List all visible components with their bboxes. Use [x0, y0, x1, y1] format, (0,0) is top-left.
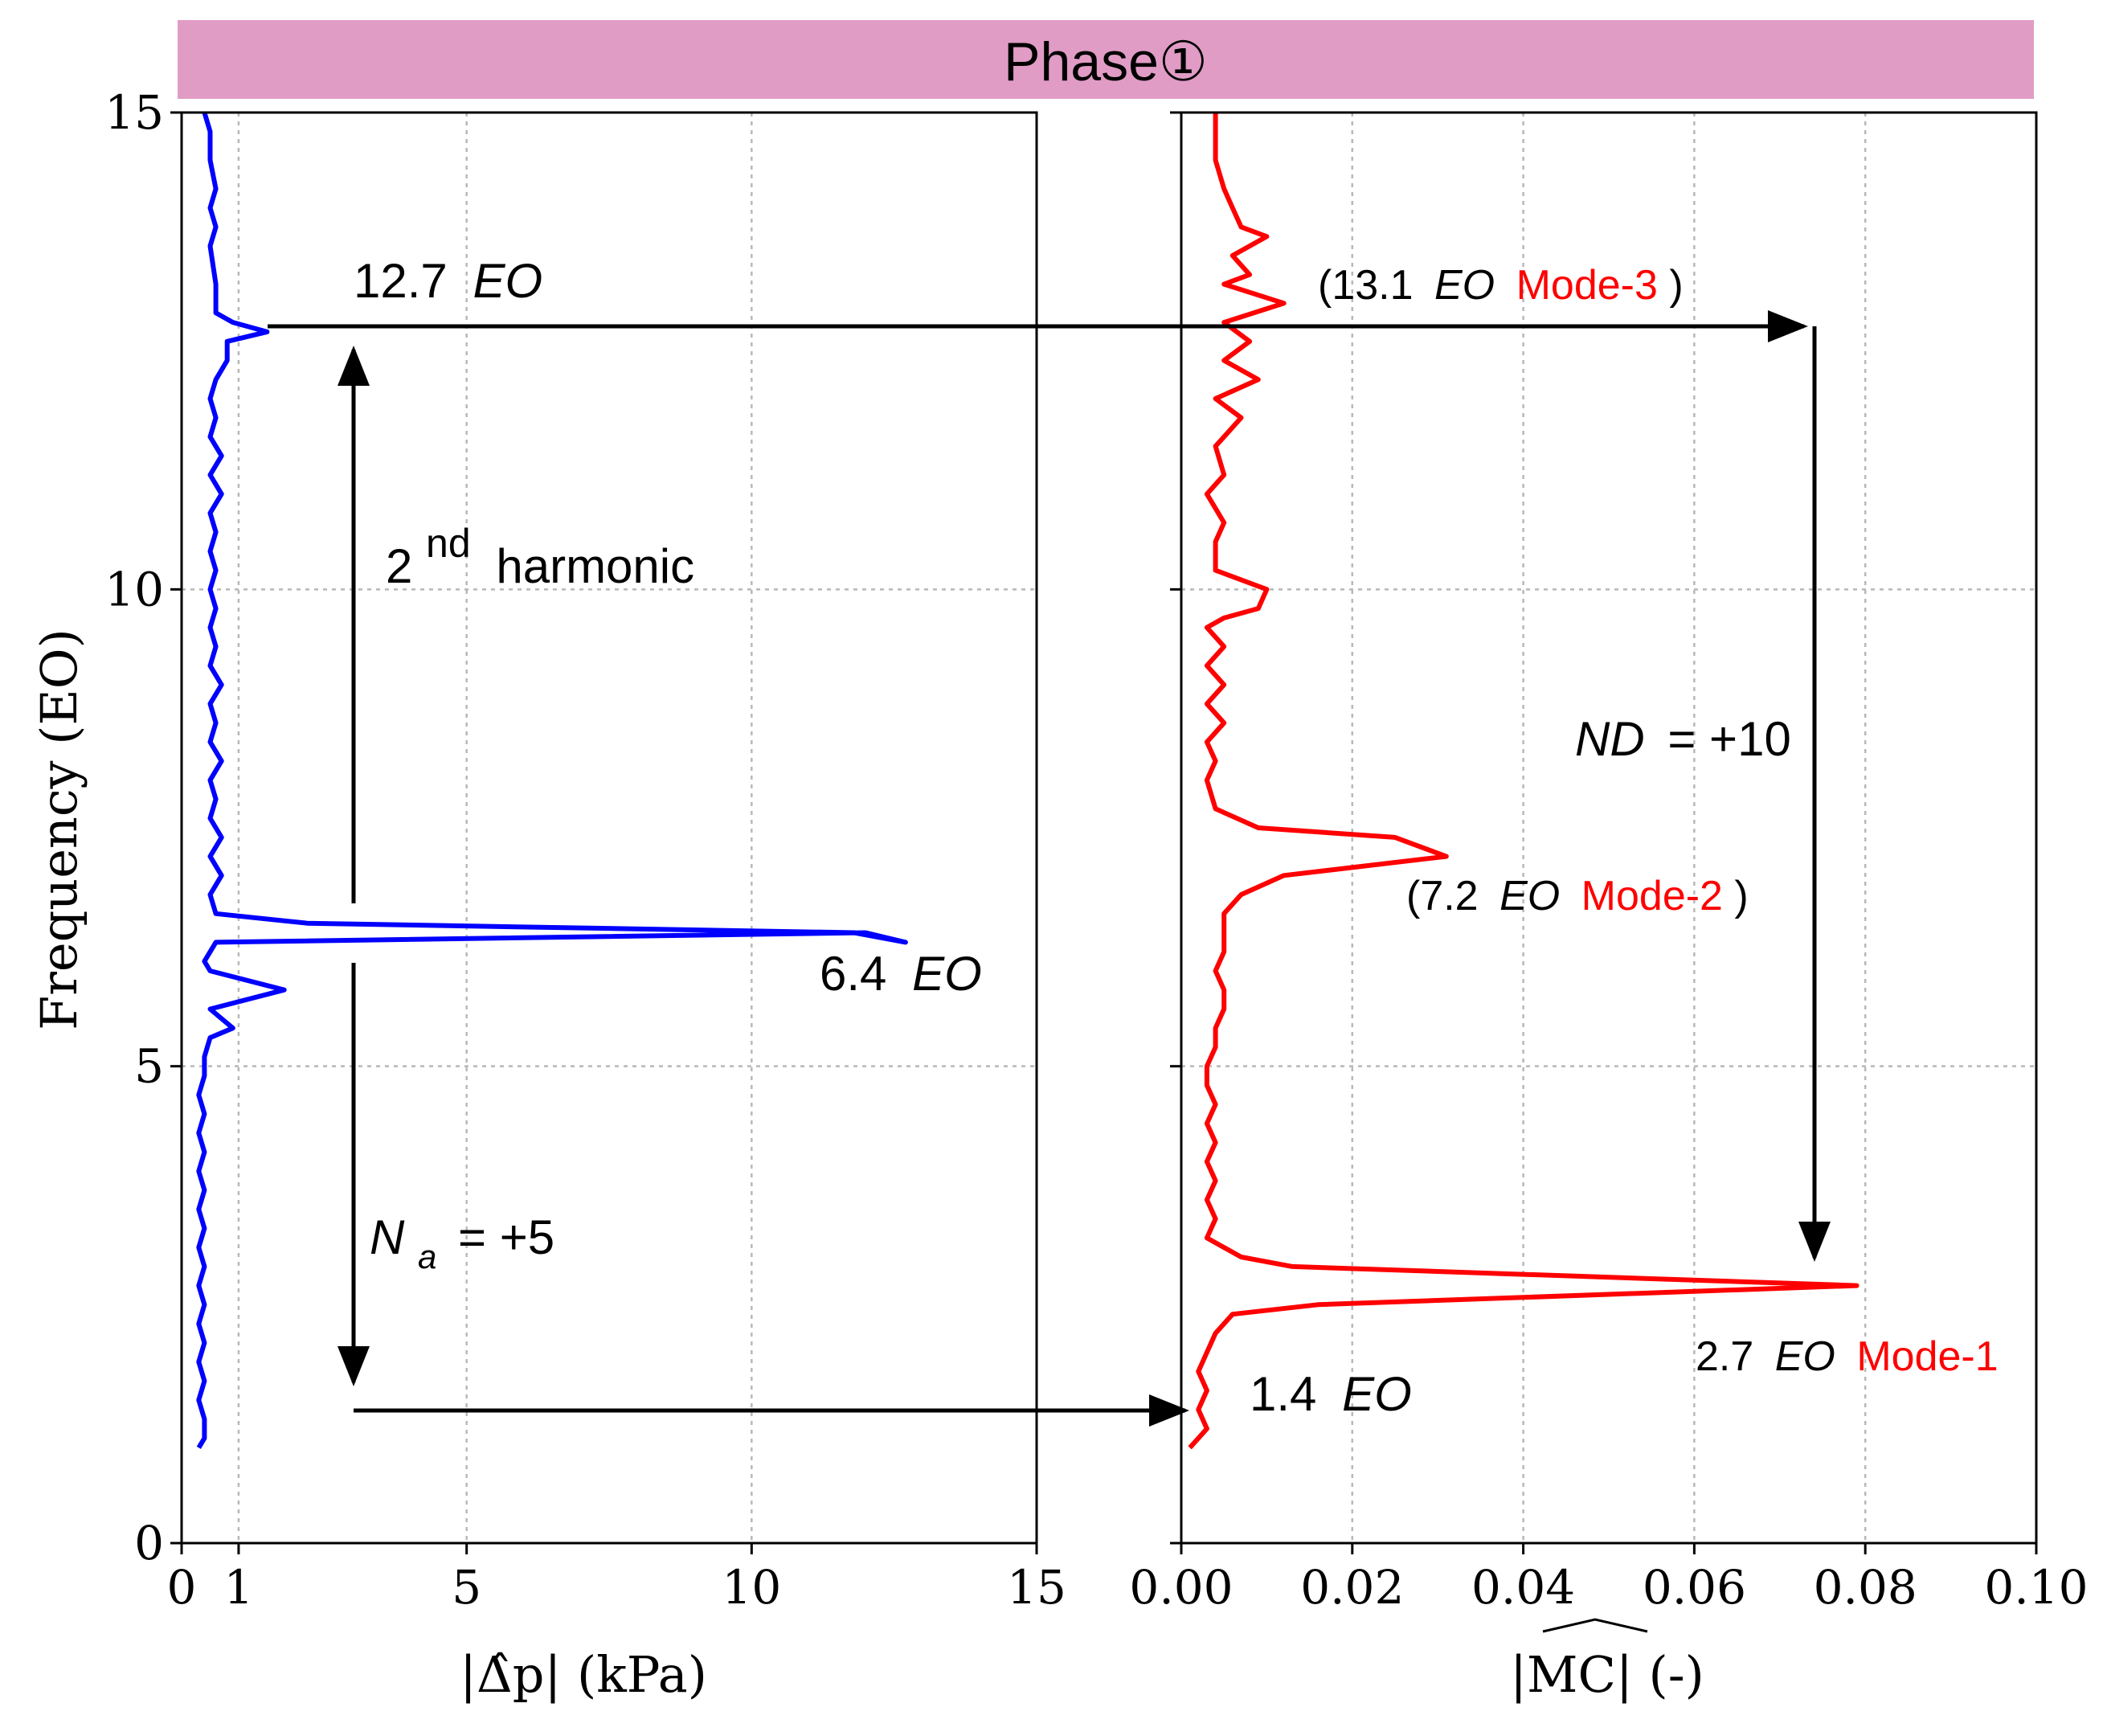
right-x-tick-label: 0.04	[1471, 1560, 1575, 1615]
low-eo-label: 1.4 EO	[1250, 1367, 1412, 1421]
nd-label: ND = +10	[1575, 712, 1791, 766]
right-x-tick-label: 0.02	[1300, 1560, 1404, 1615]
y-tick-label: 15	[104, 85, 164, 140]
left-axes-frame	[180, 111, 1038, 1545]
mode1-value: 2.7	[1696, 1333, 1753, 1380]
pressure-series-line	[196, 112, 908, 1449]
left-x-tick-label: 1	[223, 1560, 253, 1615]
mode1-eo: EO	[1775, 1333, 1835, 1380]
mc-hat-accent	[1542, 1618, 1648, 1633]
peak-high-label: 12.7 EO	[354, 254, 542, 308]
mode3-name: Mode-3	[1516, 262, 1658, 309]
mode2-open: (7.2	[1406, 873, 1479, 919]
right-grid	[1181, 113, 2036, 1543]
left-x-tick-label: 10	[722, 1560, 781, 1615]
mode2-name: Mode-2	[1581, 873, 1723, 919]
na-sub: a	[418, 1238, 436, 1275]
right-ticks: 0.00 0.02 0.04 0.06 0.08 0.10	[1129, 111, 2089, 1615]
right-x-tick-label: 0.10	[1984, 1560, 2088, 1615]
mode1-label: 2.7 EO Mode-1	[1696, 1333, 1999, 1380]
y-axis-label: Frequency (EO)	[30, 628, 88, 1030]
right-panel: 0.00 0.02 0.04 0.06 0.08 0.10 |MC| (-) (13.1 …	[1129, 111, 2089, 1704]
peak-main-label: 6.4 EO	[820, 947, 982, 1001]
y-tick-label: 0	[134, 1516, 164, 1570]
left-x-axis-label: |Δ̂p| (kPa)	[460, 1645, 707, 1704]
left-x-tick-label: 0	[167, 1560, 197, 1615]
right-x-tick-label: 0.06	[1643, 1560, 1746, 1615]
mode2-label: (7.2 EO Mode-2 )	[1406, 873, 1749, 919]
right-x-tick-label: 0.08	[1814, 1560, 1917, 1615]
mode3-eo: EO	[1434, 262, 1495, 309]
mode2-close: )	[1734, 873, 1748, 919]
mode1-name: Mode-1	[1856, 1333, 1998, 1380]
na-main: N	[370, 1210, 405, 1264]
modal-coefficient-series-line	[1188, 113, 1859, 1450]
right-x-tick-label: 0.00	[1129, 1560, 1233, 1615]
mode3-open: (13.1	[1318, 262, 1414, 309]
low-eo-unit: EO	[1342, 1367, 1412, 1421]
annotation-arrows	[268, 310, 1831, 1427]
harmonic-label: 2 nd harmonic	[386, 514, 694, 593]
peak-main-value: 6.4	[820, 947, 886, 1001]
harmonic-sup: nd	[426, 521, 471, 566]
peak-high-value: 12.7	[354, 254, 448, 308]
nd-main: ND	[1575, 712, 1645, 766]
mode2-eo: EO	[1499, 873, 1560, 919]
mode3-close: )	[1669, 262, 1683, 309]
right-x-axis-label: |MC| (-)	[1510, 1645, 1704, 1704]
na-label: N a = +5	[370, 1210, 554, 1279]
phase-header-bar	[178, 20, 2034, 99]
right-axes-frame	[1180, 111, 2038, 1545]
nd-value: = +10	[1667, 712, 1791, 766]
harmonic-base: 2	[386, 539, 412, 593]
left-x-tick-label: 15	[1007, 1560, 1066, 1615]
peak-high-eo: EO	[473, 254, 542, 308]
mode3-label: (13.1 EO Mode-3 )	[1318, 262, 1684, 309]
harmonic-text: harmonic	[496, 539, 694, 593]
left-x-tick-label: 5	[452, 1560, 481, 1615]
na-value: = +5	[458, 1210, 554, 1264]
peak-main-eo: EO	[912, 947, 982, 1001]
y-tick-label: 5	[134, 1039, 164, 1094]
phase-title: Phase①	[1004, 31, 1208, 92]
left-grid	[182, 113, 1037, 1543]
y-tick-label: 10	[104, 562, 164, 616]
low-eo-value: 1.4	[1250, 1367, 1316, 1421]
